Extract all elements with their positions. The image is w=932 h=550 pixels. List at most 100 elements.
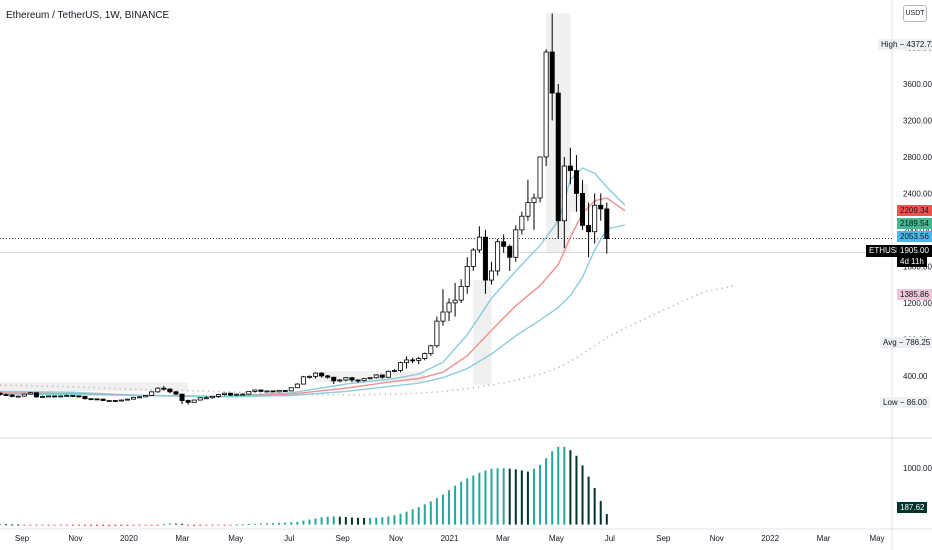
candle-body[interactable] bbox=[343, 377, 349, 381]
candle-body[interactable] bbox=[476, 236, 482, 251]
candle-body[interactable] bbox=[300, 376, 306, 385]
candle-body[interactable] bbox=[567, 165, 573, 172]
candle-body[interactable] bbox=[179, 393, 185, 401]
candle-body[interactable] bbox=[46, 395, 52, 398]
candle-body[interactable] bbox=[58, 395, 64, 398]
candle-body[interactable] bbox=[519, 215, 525, 231]
candle-body[interactable] bbox=[434, 320, 440, 347]
candle-body[interactable] bbox=[482, 236, 488, 281]
candle-body[interactable] bbox=[580, 193, 586, 226]
candle-body[interactable] bbox=[252, 389, 258, 392]
candle-body[interactable] bbox=[209, 396, 215, 399]
candle-body[interactable] bbox=[149, 391, 155, 396]
candle-body[interactable] bbox=[549, 51, 555, 94]
candle-body[interactable] bbox=[501, 241, 507, 247]
candle-body[interactable] bbox=[404, 359, 410, 364]
candle-body[interactable] bbox=[573, 170, 579, 194]
candle-body[interactable] bbox=[385, 370, 391, 378]
candle-body[interactable] bbox=[537, 156, 543, 199]
candle-body[interactable] bbox=[143, 395, 149, 398]
candle-body[interactable] bbox=[325, 375, 331, 378]
candle-body[interactable] bbox=[39, 396, 45, 398]
candle-body[interactable] bbox=[203, 397, 209, 400]
candle-body[interactable] bbox=[555, 92, 561, 222]
candle-body[interactable] bbox=[282, 390, 288, 392]
candle-body[interactable] bbox=[52, 395, 58, 398]
candle-body[interactable] bbox=[240, 393, 246, 396]
candle-body[interactable] bbox=[100, 398, 106, 401]
candle-body[interactable] bbox=[464, 265, 470, 287]
candle-body[interactable] bbox=[470, 249, 476, 267]
candle-body[interactable] bbox=[137, 396, 143, 399]
candle-body[interactable] bbox=[440, 311, 446, 322]
candle-body[interactable] bbox=[167, 388, 173, 393]
candle-body[interactable] bbox=[598, 204, 604, 210]
currency-badge[interactable]: USDT bbox=[903, 5, 927, 22]
candle-body[interactable] bbox=[106, 400, 112, 402]
candle-body[interactable] bbox=[361, 378, 367, 381]
candle-body[interactable] bbox=[513, 229, 519, 258]
candle-body[interactable] bbox=[33, 392, 39, 398]
candle-body[interactable] bbox=[155, 387, 161, 393]
candle-body[interactable] bbox=[349, 377, 355, 381]
candle-body[interactable] bbox=[15, 395, 21, 398]
candle-body[interactable] bbox=[397, 362, 403, 371]
candle-body[interactable] bbox=[76, 395, 82, 398]
candle-body[interactable] bbox=[355, 379, 361, 382]
candle-body[interactable] bbox=[410, 359, 416, 362]
candle-body[interactable] bbox=[64, 395, 70, 397]
candle-body[interactable] bbox=[130, 396, 136, 400]
candle-body[interactable] bbox=[173, 391, 179, 395]
candle-body[interactable] bbox=[391, 370, 397, 372]
candle-body[interactable] bbox=[294, 383, 300, 389]
candle-body[interactable] bbox=[82, 396, 88, 400]
candle-body[interactable] bbox=[161, 387, 167, 390]
candle-body[interactable] bbox=[215, 394, 221, 397]
candle-body[interactable] bbox=[337, 379, 343, 382]
candle-body[interactable] bbox=[118, 399, 124, 402]
candle-body[interactable] bbox=[531, 197, 537, 203]
candle-body[interactable] bbox=[222, 392, 228, 395]
candle-body[interactable] bbox=[288, 387, 294, 392]
candle-body[interactable] bbox=[379, 374, 385, 378]
candle-body[interactable] bbox=[3, 394, 9, 396]
candle-body[interactable] bbox=[88, 398, 94, 401]
candle-body[interactable] bbox=[313, 372, 319, 377]
candle-body[interactable] bbox=[489, 270, 495, 281]
candle-body[interactable] bbox=[367, 377, 373, 380]
candle-body[interactable] bbox=[9, 394, 15, 397]
candle-body[interactable] bbox=[228, 392, 234, 396]
candle-body[interactable] bbox=[604, 208, 610, 239]
candle-body[interactable] bbox=[495, 241, 501, 272]
candle-body[interactable] bbox=[586, 224, 592, 233]
candle-body[interactable] bbox=[416, 358, 422, 361]
candle-body[interactable] bbox=[543, 51, 549, 158]
candle-body[interactable] bbox=[276, 390, 282, 393]
candle-body[interactable] bbox=[452, 299, 458, 304]
candle-body[interactable] bbox=[592, 204, 598, 233]
candle-body[interactable] bbox=[0, 392, 3, 395]
candle-body[interactable] bbox=[446, 302, 452, 313]
candle-body[interactable] bbox=[331, 376, 337, 382]
candle-body[interactable] bbox=[270, 390, 276, 393]
candle-body[interactable] bbox=[428, 345, 434, 354]
candle-body[interactable] bbox=[458, 286, 464, 301]
candle-body[interactable] bbox=[191, 399, 197, 403]
candle-body[interactable] bbox=[94, 398, 100, 401]
candle-body[interactable] bbox=[27, 392, 33, 395]
candle-body[interactable] bbox=[246, 390, 252, 395]
candle-body[interactable] bbox=[306, 375, 312, 378]
candle-body[interactable] bbox=[264, 390, 270, 393]
candle-body[interactable] bbox=[234, 393, 240, 396]
candle-body[interactable] bbox=[525, 202, 531, 217]
candle-body[interactable] bbox=[70, 395, 76, 397]
candle-body[interactable] bbox=[21, 393, 27, 397]
candle-body[interactable] bbox=[507, 245, 513, 258]
candle-body[interactable] bbox=[124, 398, 130, 401]
candle-body[interactable] bbox=[197, 397, 203, 401]
candle-body[interactable] bbox=[185, 400, 191, 403]
candle-body[interactable] bbox=[561, 165, 567, 222]
candle-body[interactable] bbox=[422, 353, 428, 359]
candle-body[interactable] bbox=[319, 372, 325, 377]
